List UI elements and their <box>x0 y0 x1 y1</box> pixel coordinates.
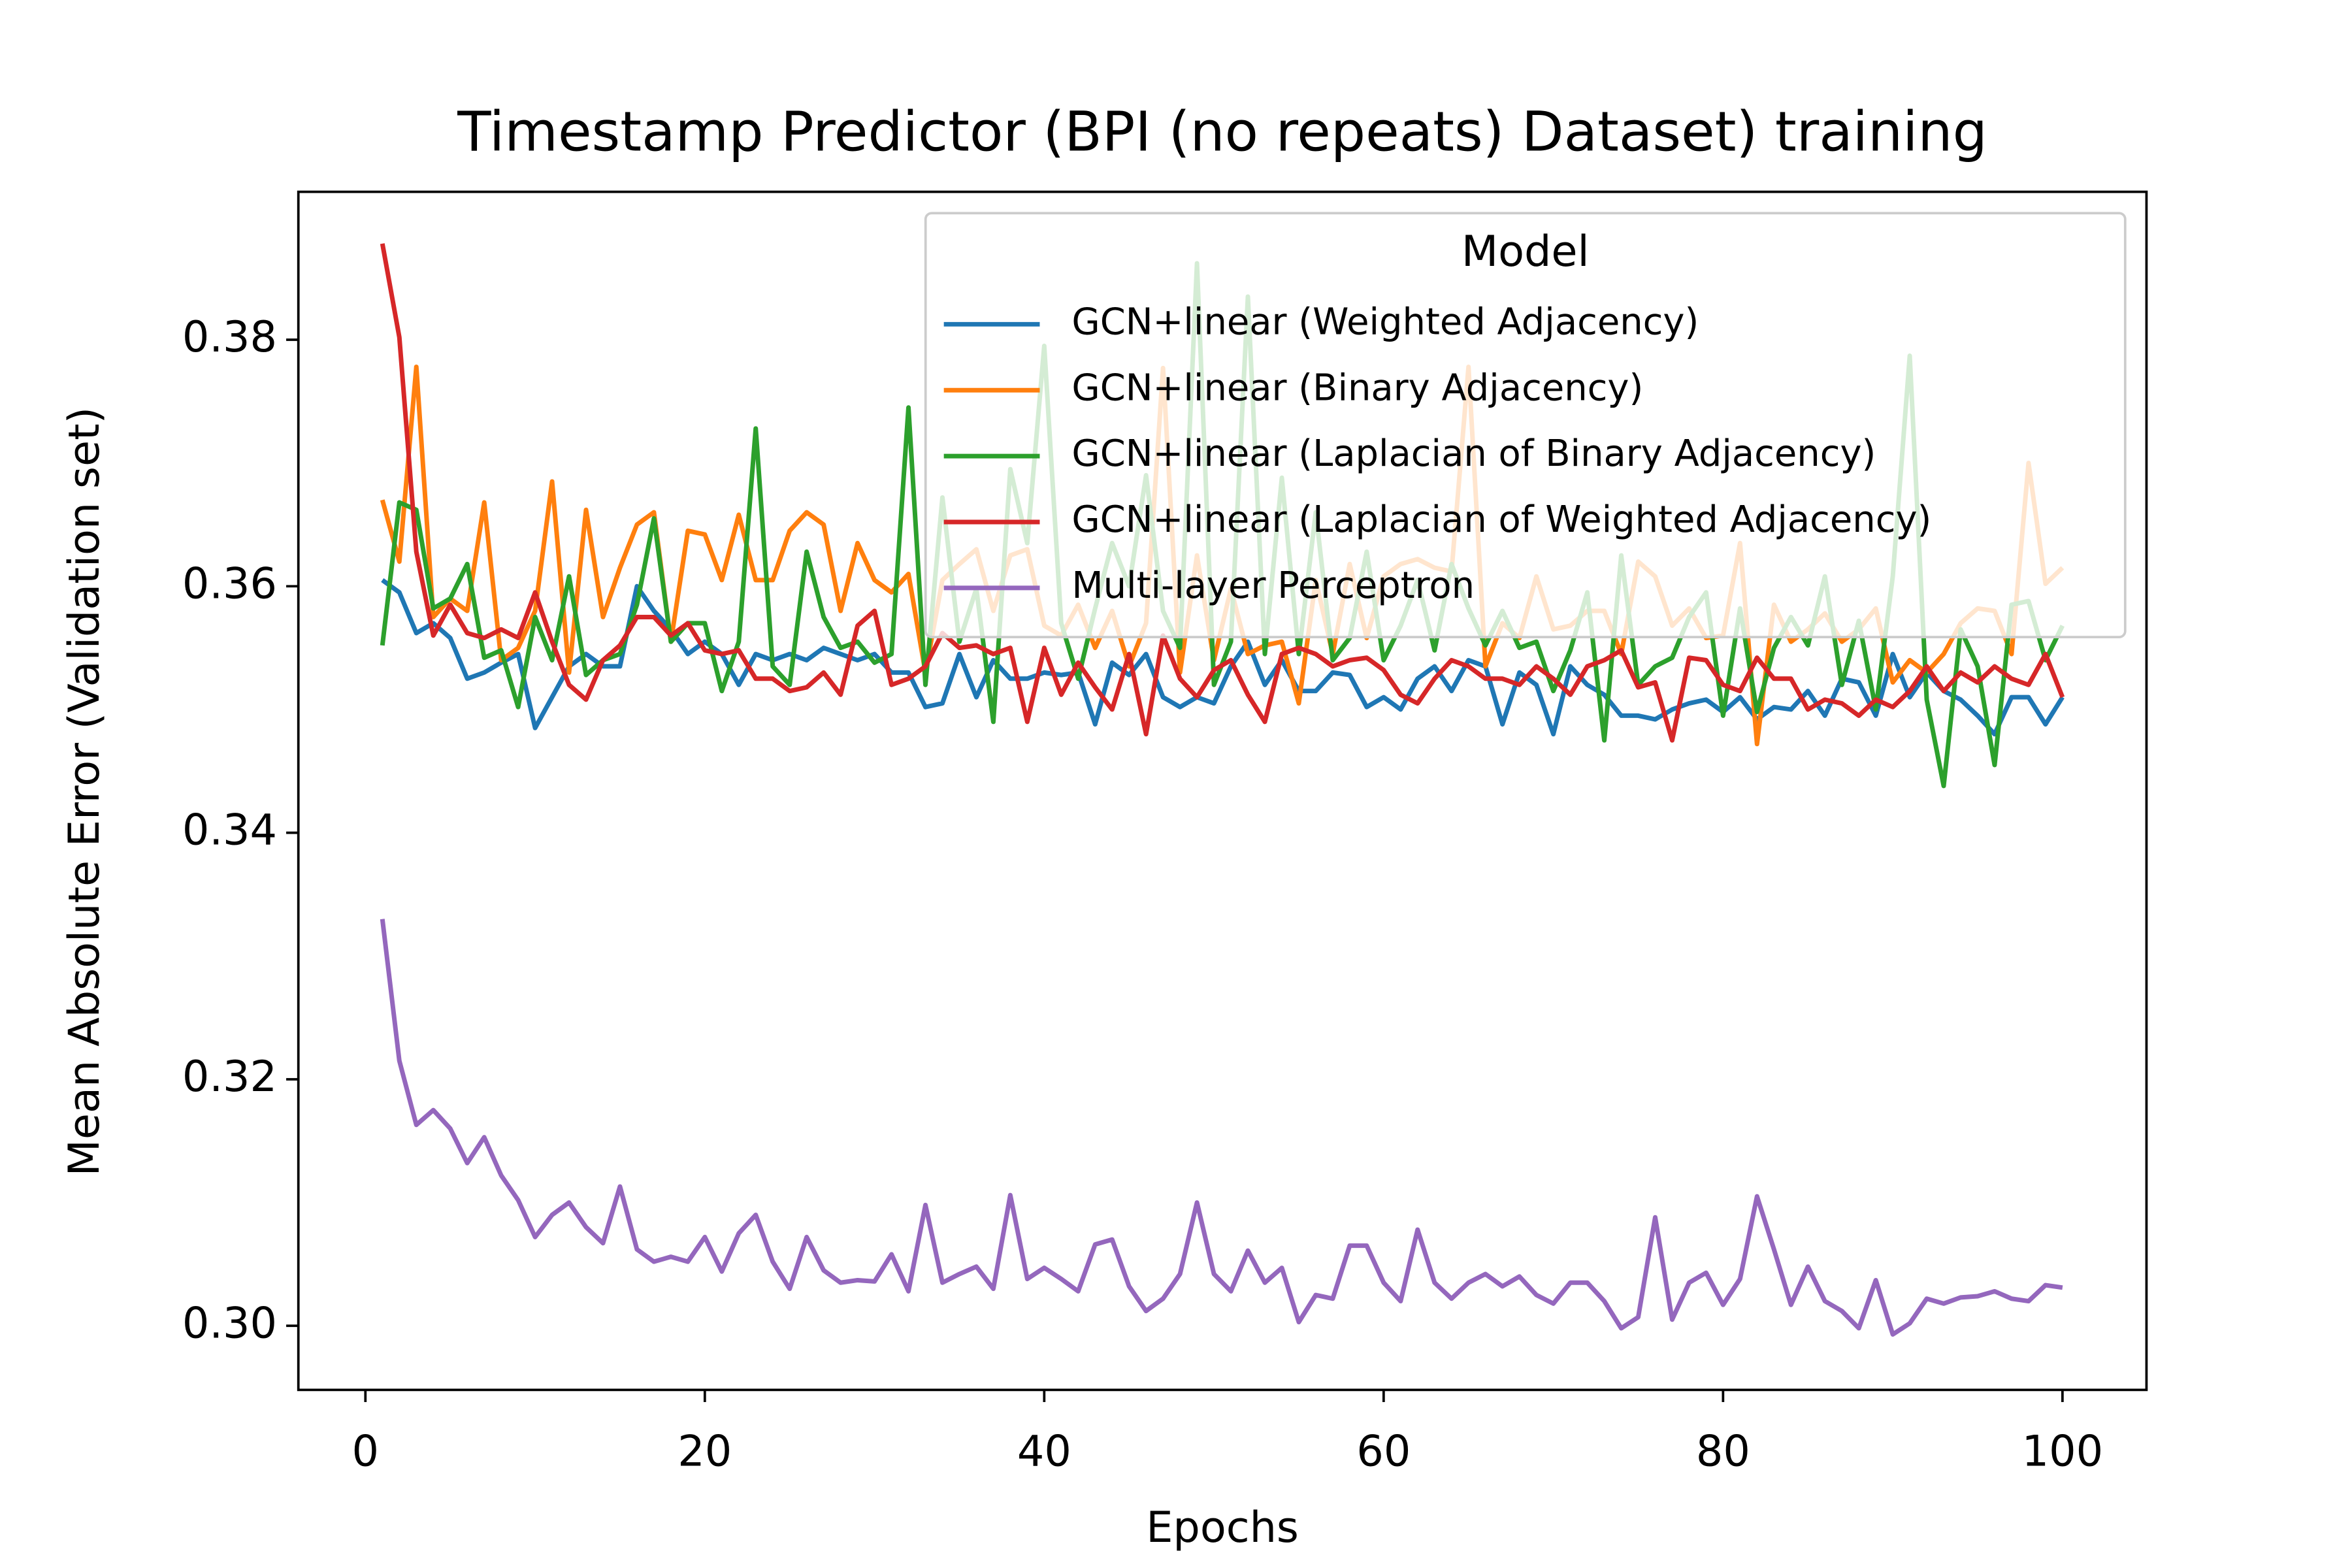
series-line <box>380 919 2063 1337</box>
y-tick-label: 0.30 <box>182 1298 277 1348</box>
legend-label: GCN+linear (Weighted Adjacency) <box>1071 301 1699 343</box>
chart-title: Timestamp Predictor (BPI (no repeats) Da… <box>457 99 1987 163</box>
x-tick-label: 0 <box>352 1426 380 1476</box>
legend-box <box>924 212 2127 639</box>
legend: Model GCN+linear (Weighted Adjacency) GCN+… <box>924 212 2127 639</box>
x-tick-label: 100 <box>2022 1426 2104 1476</box>
y-tick-label: 0.36 <box>182 559 277 608</box>
legend-label: GCN+linear (Laplacian of Weighted Adjace… <box>1071 498 1931 541</box>
legend-label: GCN+linear (Laplacian of Binary Adjacenc… <box>1071 433 1876 475</box>
y-tick-label: 0.38 <box>182 312 277 362</box>
legend-label: GCN+linear (Binary Adjacency) <box>1071 367 1643 409</box>
x-tick-label: 80 <box>1696 1426 1750 1476</box>
y-axis-label: Mean Absolute Error (Validation set) <box>59 407 109 1177</box>
legend-label: Multi-layer Perceptron <box>1071 564 1475 607</box>
legend-title: Model <box>1462 227 1590 276</box>
y-tick-label: 0.32 <box>182 1052 277 1102</box>
y-tick-label: 0.34 <box>182 806 277 855</box>
x-tick-label: 20 <box>678 1426 732 1476</box>
series-line <box>380 243 2065 743</box>
x-tick-label: 60 <box>1356 1426 1411 1476</box>
x-tick-label: 40 <box>1017 1426 1071 1476</box>
axes-frame <box>297 190 2148 1392</box>
series-line <box>381 578 2065 737</box>
x-axis-label: Epochs <box>1146 1503 1299 1552</box>
